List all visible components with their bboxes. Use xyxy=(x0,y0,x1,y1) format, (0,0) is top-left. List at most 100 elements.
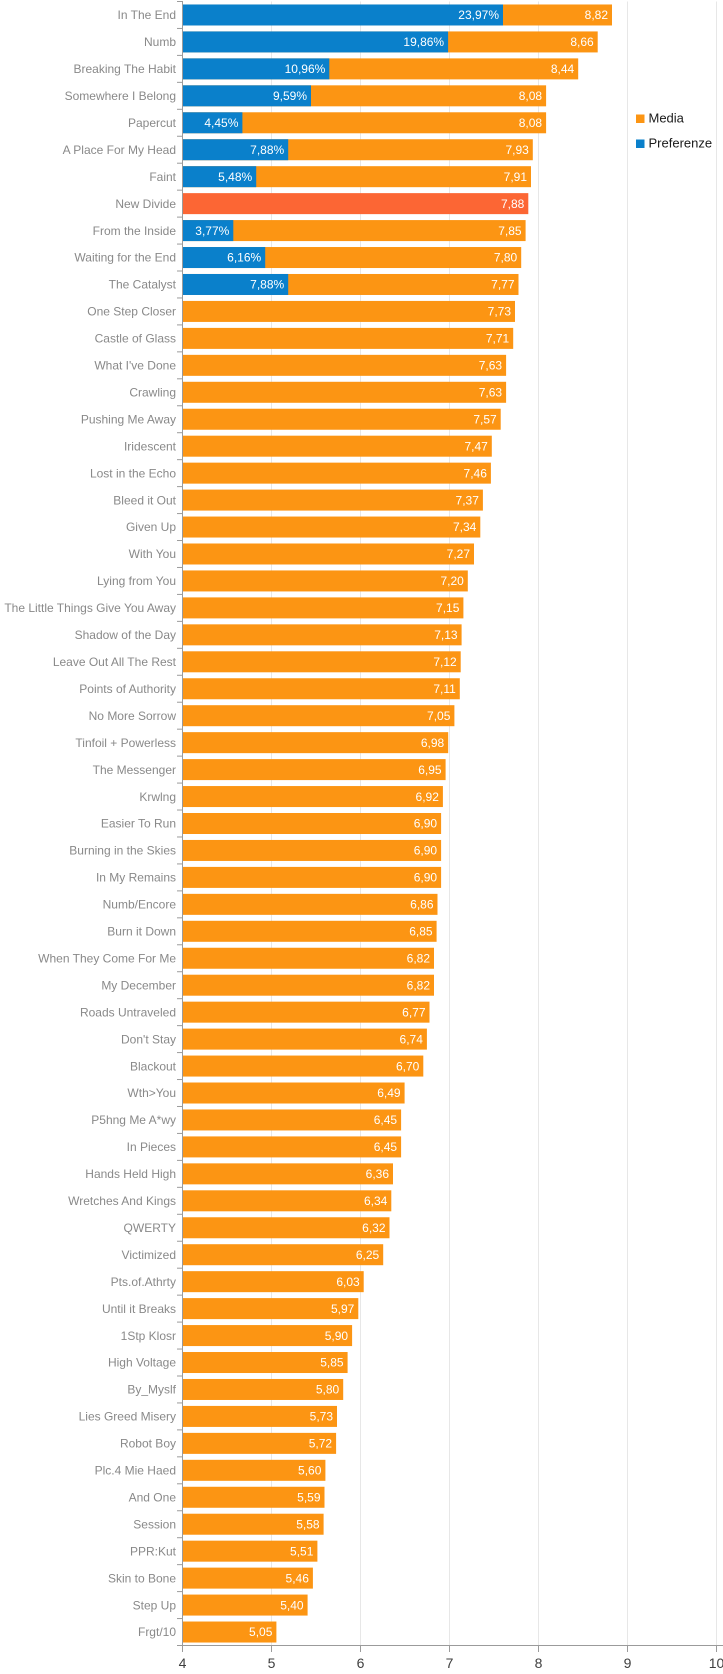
svg-text:From the Inside: From the Inside xyxy=(93,224,177,238)
svg-text:Frgt/10: Frgt/10 xyxy=(138,1625,176,1639)
svg-text:7,37: 7,37 xyxy=(456,493,480,507)
svg-text:6,49: 6,49 xyxy=(377,1086,401,1100)
svg-text:Iridescent: Iridescent xyxy=(124,439,177,453)
svg-text:Session: Session xyxy=(133,1517,176,1531)
svg-text:6,16%: 6,16% xyxy=(227,251,261,265)
svg-text:P5hng Me A*wy: P5hng Me A*wy xyxy=(91,1113,176,1127)
svg-text:6,90: 6,90 xyxy=(414,817,438,831)
svg-text:6,90: 6,90 xyxy=(414,871,438,885)
svg-text:7,88%: 7,88% xyxy=(250,278,284,292)
svg-text:6: 6 xyxy=(357,1655,365,1669)
svg-text:6,85: 6,85 xyxy=(409,925,433,939)
svg-text:Shadow of the Day: Shadow of the Day xyxy=(75,628,176,642)
svg-text:Hands Held High: Hands Held High xyxy=(85,1167,176,1181)
svg-text:7,63: 7,63 xyxy=(479,359,503,373)
svg-text:19,86%: 19,86% xyxy=(403,35,444,49)
svg-text:New Divide: New Divide xyxy=(115,197,176,211)
svg-text:5,51: 5,51 xyxy=(290,1544,314,1558)
svg-text:6,77: 6,77 xyxy=(402,1005,426,1019)
svg-text:10,96%: 10,96% xyxy=(285,62,326,76)
svg-text:7,71: 7,71 xyxy=(486,332,510,346)
svg-text:6,95: 6,95 xyxy=(418,763,442,777)
svg-text:Numb/Encore: Numb/Encore xyxy=(103,898,177,912)
svg-text:7,85: 7,85 xyxy=(498,224,522,238)
svg-text:PPR:Kut: PPR:Kut xyxy=(130,1544,177,1558)
svg-text:6,74: 6,74 xyxy=(400,1032,424,1046)
svg-text:Roads Untraveled: Roads Untraveled xyxy=(80,1005,176,1019)
svg-text:23,97%: 23,97% xyxy=(458,8,499,22)
svg-text:7,27: 7,27 xyxy=(447,547,471,561)
svg-text:QWERTY: QWERTY xyxy=(124,1221,176,1235)
svg-text:7: 7 xyxy=(446,1655,454,1669)
svg-text:No More Sorrow: No More Sorrow xyxy=(89,709,177,723)
svg-text:8,66: 8,66 xyxy=(570,35,594,49)
svg-text:5,73: 5,73 xyxy=(310,1410,334,1424)
svg-text:7,77: 7,77 xyxy=(491,278,515,292)
svg-text:6,25: 6,25 xyxy=(356,1248,380,1262)
svg-text:Papercut: Papercut xyxy=(128,116,177,130)
svg-text:5,97: 5,97 xyxy=(331,1302,355,1316)
svg-text:Wth>You: Wth>You xyxy=(127,1086,176,1100)
svg-text:Plc.4 Mie Haed: Plc.4 Mie Haed xyxy=(95,1464,176,1478)
svg-text:5,85: 5,85 xyxy=(320,1356,344,1370)
svg-text:6,70: 6,70 xyxy=(396,1059,420,1073)
svg-text:5,60: 5,60 xyxy=(298,1464,322,1478)
svg-text:When They Come For Me: When They Come For Me xyxy=(38,951,176,965)
svg-text:Waiting for the End: Waiting for the End xyxy=(74,251,176,265)
svg-text:Numb: Numb xyxy=(144,35,176,49)
svg-text:5,80: 5,80 xyxy=(316,1383,340,1397)
svg-text:6,45: 6,45 xyxy=(374,1140,398,1154)
svg-text:Blackout: Blackout xyxy=(130,1059,177,1073)
svg-text:7,15: 7,15 xyxy=(436,601,460,615)
svg-text:7,11: 7,11 xyxy=(433,682,456,696)
svg-text:Given Up: Given Up xyxy=(126,520,176,534)
svg-text:7,34: 7,34 xyxy=(453,520,477,534)
svg-text:Skin to Bone: Skin to Bone xyxy=(108,1571,176,1585)
svg-text:In Pieces: In Pieces xyxy=(127,1140,176,1154)
svg-text:Castle of Glass: Castle of Glass xyxy=(95,332,176,346)
svg-text:Crawling: Crawling xyxy=(129,385,176,399)
svg-text:What I've Done: What I've Done xyxy=(94,359,176,373)
svg-text:Krwlng: Krwlng xyxy=(139,790,176,804)
svg-text:6,82: 6,82 xyxy=(407,978,431,992)
svg-text:Tinfoil + Powerless: Tinfoil + Powerless xyxy=(75,736,176,750)
svg-text:Pushing Me Away: Pushing Me Away xyxy=(81,412,176,426)
svg-text:6,86: 6,86 xyxy=(410,898,434,912)
svg-text:6,98: 6,98 xyxy=(421,736,445,750)
svg-text:Robot Boy: Robot Boy xyxy=(120,1437,176,1451)
svg-text:Until it Breaks: Until it Breaks xyxy=(102,1302,176,1316)
svg-text:Points of Authority: Points of Authority xyxy=(79,682,176,696)
svg-text:5: 5 xyxy=(268,1655,276,1669)
svg-text:6,82: 6,82 xyxy=(407,951,431,965)
svg-text:7,13: 7,13 xyxy=(434,628,458,642)
svg-text:Somewhere I Belong: Somewhere I Belong xyxy=(65,89,176,103)
svg-text:4,45%: 4,45% xyxy=(204,116,238,130)
svg-text:8,08: 8,08 xyxy=(519,116,543,130)
svg-text:7,73: 7,73 xyxy=(488,305,512,319)
svg-text:Don't Stay: Don't Stay xyxy=(121,1032,176,1046)
svg-text:6,34: 6,34 xyxy=(364,1194,388,1208)
svg-text:10: 10 xyxy=(709,1655,723,1669)
svg-text:Leave Out All The Rest: Leave Out All The Rest xyxy=(53,655,177,669)
svg-text:A Place For My Head: A Place For My Head xyxy=(63,143,176,157)
svg-text:The Catalyst: The Catalyst xyxy=(109,278,177,292)
svg-text:6,32: 6,32 xyxy=(362,1221,386,1235)
svg-text:1Stp Klosr: 1Stp Klosr xyxy=(121,1329,176,1343)
svg-text:One Step Closer: One Step Closer xyxy=(87,305,176,319)
svg-text:5,90: 5,90 xyxy=(325,1329,349,1343)
svg-text:6,03: 6,03 xyxy=(336,1275,360,1289)
svg-text:Burn it Down: Burn it Down xyxy=(107,925,176,939)
svg-text:Media: Media xyxy=(649,111,685,126)
svg-text:7,05: 7,05 xyxy=(427,709,451,723)
svg-text:Step Up: Step Up xyxy=(133,1598,177,1612)
svg-text:7,88: 7,88 xyxy=(501,197,525,211)
svg-text:Pts.of.Athrty: Pts.of.Athrty xyxy=(111,1275,176,1289)
svg-text:8,44: 8,44 xyxy=(551,62,575,76)
svg-text:Bleed it Out: Bleed it Out xyxy=(113,493,176,507)
svg-text:High Voltage: High Voltage xyxy=(108,1356,176,1370)
svg-text:7,80: 7,80 xyxy=(494,251,518,265)
svg-text:Breaking The Habit: Breaking The Habit xyxy=(73,62,176,76)
svg-text:6,90: 6,90 xyxy=(414,844,438,858)
svg-text:7,93: 7,93 xyxy=(505,143,529,157)
svg-text:Lost in the Echo: Lost in the Echo xyxy=(90,466,176,480)
